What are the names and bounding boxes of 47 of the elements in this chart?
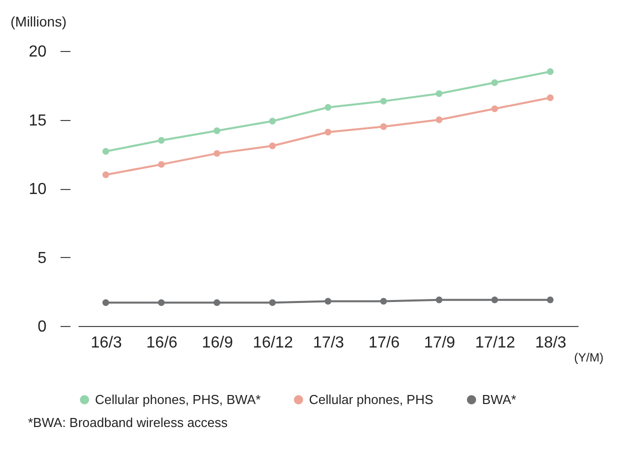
x-tick-label: 16/3 <box>90 334 122 352</box>
point <box>436 116 442 124</box>
x-tick-label: 17/9 <box>424 334 456 352</box>
y-axis-title: (Millions) <box>10 14 66 30</box>
point <box>546 94 554 102</box>
y-tick-label: 10 <box>28 181 47 198</box>
point <box>269 142 276 150</box>
point <box>269 299 276 306</box>
x-tick-label: 16/6 <box>146 334 178 352</box>
point <box>380 98 387 105</box>
x-tick-label: 17/6 <box>368 334 400 352</box>
point <box>546 296 554 304</box>
x-tick-label: 17/3 <box>312 334 344 352</box>
point <box>491 296 498 304</box>
point <box>102 171 110 178</box>
x-tick-label: 17/12 <box>475 334 516 352</box>
y-tick-label: 5 <box>38 250 47 267</box>
point <box>324 298 332 305</box>
point <box>158 137 165 144</box>
point <box>102 299 110 306</box>
point <box>102 148 110 155</box>
legend-label: Cellular phones, PHS, BWA* <box>95 392 261 407</box>
x-tick-label: 16/9 <box>202 334 234 352</box>
point <box>491 79 498 86</box>
point <box>380 298 387 305</box>
legend-label: Cellular phones, PHS <box>309 392 434 407</box>
y-tick-label: 15 <box>28 112 47 130</box>
point <box>546 68 554 75</box>
point <box>158 161 165 168</box>
point <box>380 123 387 130</box>
point <box>214 150 220 157</box>
point <box>324 128 332 136</box>
point <box>158 299 165 306</box>
x-axis-title: (Y/M) <box>574 350 604 364</box>
point <box>269 118 276 124</box>
legend-label: BWA* <box>482 392 516 407</box>
y-tick-label: 20 <box>28 44 47 60</box>
point <box>491 105 498 112</box>
point <box>324 104 332 111</box>
point <box>436 90 442 97</box>
point <box>436 296 442 304</box>
y-tick-label: 0 <box>38 318 47 336</box>
point <box>214 127 220 134</box>
x-tick-label: 18/3 <box>535 334 566 352</box>
point <box>214 299 220 306</box>
text: *BWA: Broadband wireless access <box>28 415 228 430</box>
x-tick-label: 16/12 <box>252 334 294 352</box>
